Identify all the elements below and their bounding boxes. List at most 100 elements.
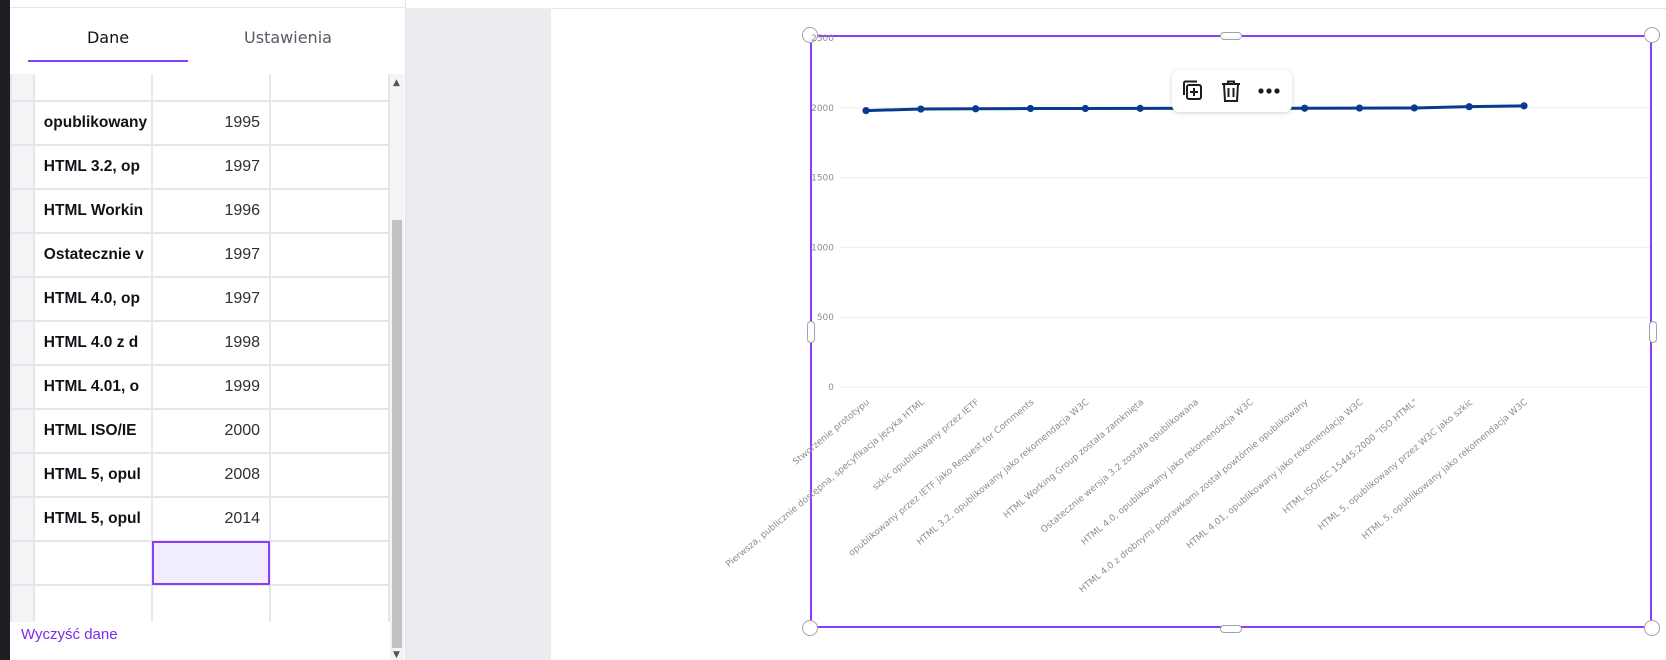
table-row: HTML Workin 1996	[10, 188, 390, 234]
scrollbar-thumb[interactable]	[392, 220, 402, 648]
data-point[interactable]	[1136, 104, 1144, 112]
table-row: HTML 4.0, op 1997	[10, 276, 390, 322]
data-point[interactable]	[1081, 104, 1089, 113]
label-cell[interactable]: HTML Workin	[32, 188, 153, 234]
data-point[interactable]	[1026, 104, 1035, 113]
table-row: HTML 5, opul 2014	[10, 496, 390, 542]
data-table: opublikowany 1995 HTML 3.2, op 1997 HTML Wor…	[10, 74, 390, 622]
data-point[interactable]	[1301, 104, 1309, 112]
empty-cell[interactable]	[269, 496, 390, 542]
empty-cell[interactable]	[269, 188, 390, 234]
row-index-cell[interactable]	[10, 540, 35, 586]
label-cell[interactable]	[32, 74, 153, 102]
row-index-cell[interactable]	[10, 276, 35, 322]
value-cell[interactable]: 1997	[150, 232, 272, 278]
empty-cell[interactable]	[269, 320, 390, 366]
row-index-cell[interactable]	[10, 320, 35, 366]
value-cell[interactable]: 1999	[150, 364, 272, 410]
row-index-cell[interactable]	[10, 144, 35, 190]
empty-cell[interactable]	[269, 408, 390, 454]
row-index-cell[interactable]	[10, 452, 35, 498]
more-horizontal-icon	[1258, 88, 1280, 94]
row-index-cell[interactable]	[10, 408, 35, 454]
resize-handle-right[interactable]	[1649, 321, 1657, 343]
resize-handle-bottom-left[interactable]	[802, 620, 818, 636]
table-row	[10, 74, 390, 102]
empty-cell[interactable]	[269, 144, 390, 190]
x-tick-label: Pierwsza, publicznie dostępna, specyfika…	[724, 398, 926, 570]
resize-handle-top[interactable]	[1220, 32, 1242, 40]
data-point[interactable]	[1355, 104, 1364, 112]
data-point[interactable]	[1520, 102, 1528, 110]
selected-cell[interactable]	[150, 540, 272, 586]
label-cell[interactable]	[32, 584, 153, 622]
window-edge	[0, 0, 10, 660]
empty-cell[interactable]	[269, 276, 390, 322]
data-point[interactable]	[917, 105, 925, 113]
empty-cell[interactable]	[269, 364, 390, 410]
value-cell[interactable]: 2000	[150, 408, 272, 454]
label-cell[interactable]: HTML 5, opul	[32, 496, 153, 542]
value-cell[interactable]: 1998	[150, 320, 272, 366]
label-cell[interactable]: HTML 4.01, o	[32, 364, 153, 410]
y-tick-label: 1500	[811, 174, 834, 184]
data-point[interactable]	[1410, 104, 1418, 112]
y-tick-label: 2000	[811, 104, 834, 114]
table-row: HTML 5, opul 2008	[10, 452, 390, 498]
empty-cell[interactable]	[269, 584, 390, 622]
delete-button[interactable]	[1218, 78, 1244, 104]
duplicate-button[interactable]	[1180, 78, 1206, 104]
tab-data[interactable]: Dane	[28, 22, 188, 62]
label-cell[interactable]: HTML ISO/IE	[32, 408, 153, 454]
more-options-button[interactable]	[1256, 78, 1282, 104]
value-cell[interactable]: 1997	[150, 276, 272, 322]
empty-cell[interactable]	[269, 74, 390, 102]
resize-handle-top-left[interactable]	[802, 27, 818, 43]
resize-handle-bottom[interactable]	[1220, 625, 1242, 633]
empty-cell[interactable]	[269, 540, 390, 586]
clear-data-link[interactable]: Wyczyść dane	[21, 626, 118, 643]
y-tick-label: 1000	[811, 243, 834, 253]
table-row: HTML 4.01, o 1999	[10, 364, 390, 410]
y-tick-label: 2500	[811, 34, 834, 44]
label-cell[interactable]: HTML 4.0, op	[32, 276, 153, 322]
row-index-cell[interactable]	[10, 496, 35, 542]
resize-handle-left[interactable]	[807, 321, 815, 343]
value-cell[interactable]	[150, 74, 272, 102]
row-index-cell[interactable]	[10, 100, 35, 146]
data-grid: opublikowany 1995 HTML 3.2, op 1997 HTML Wor…	[10, 74, 390, 622]
x-tick-label: szkic opublikowany przez IETF	[871, 398, 982, 493]
value-cell[interactable]	[150, 584, 272, 622]
row-index-cell[interactable]	[10, 188, 35, 234]
empty-cell[interactable]	[269, 232, 390, 278]
data-point[interactable]	[972, 105, 980, 113]
table-row: opublikowany 1995	[10, 100, 390, 146]
value-cell[interactable]: 1995	[150, 100, 272, 146]
label-cell[interactable]: HTML 4.0 z d	[32, 320, 153, 366]
row-index-cell[interactable]	[10, 74, 35, 102]
label-cell[interactable]: opublikowany	[32, 100, 153, 146]
value-cell[interactable]: 2008	[150, 452, 272, 498]
row-index-cell[interactable]	[10, 232, 35, 278]
table-row: Ostatecznie v 1997	[10, 232, 390, 278]
empty-cell[interactable]	[269, 100, 390, 146]
label-cell[interactable]: Ostatecznie v	[32, 232, 153, 278]
row-index-cell[interactable]	[10, 584, 35, 622]
resize-handle-top-right[interactable]	[1644, 27, 1660, 43]
element-toolbar	[1172, 70, 1292, 112]
scroll-down-icon[interactable]: ▼	[393, 650, 400, 660]
value-cell[interactable]: 1996	[150, 188, 272, 234]
data-point[interactable]	[1465, 103, 1473, 111]
tab-settings[interactable]: Ustawienia	[244, 28, 332, 47]
row-index-cell[interactable]	[10, 364, 35, 410]
value-cell[interactable]: 1997	[150, 144, 272, 190]
grid-scrollbar[interactable]: ▲ ▼	[390, 74, 404, 660]
value-cell[interactable]: 2014	[150, 496, 272, 542]
empty-cell[interactable]	[269, 452, 390, 498]
resize-handle-bottom-right[interactable]	[1644, 620, 1660, 636]
label-cell[interactable]	[32, 540, 153, 586]
label-cell[interactable]: HTML 5, opul	[32, 452, 153, 498]
label-cell[interactable]: HTML 3.2, op	[32, 144, 153, 190]
scroll-up-icon[interactable]: ▲	[393, 78, 400, 88]
data-point[interactable]	[862, 106, 870, 115]
